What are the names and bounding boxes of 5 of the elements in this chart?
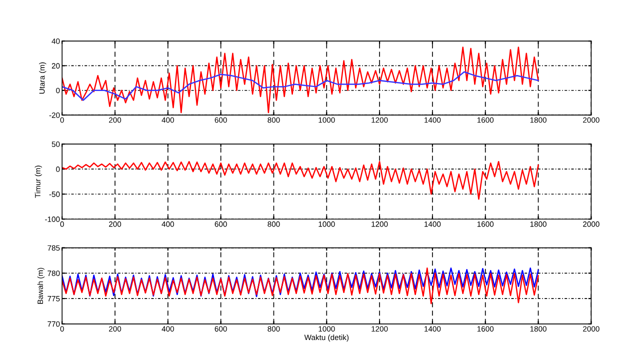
- line-series: [62, 267, 539, 304]
- line-series: [62, 46, 539, 114]
- line-series: [62, 71, 539, 101]
- line-series: [62, 160, 539, 200]
- line-series: [62, 267, 539, 298]
